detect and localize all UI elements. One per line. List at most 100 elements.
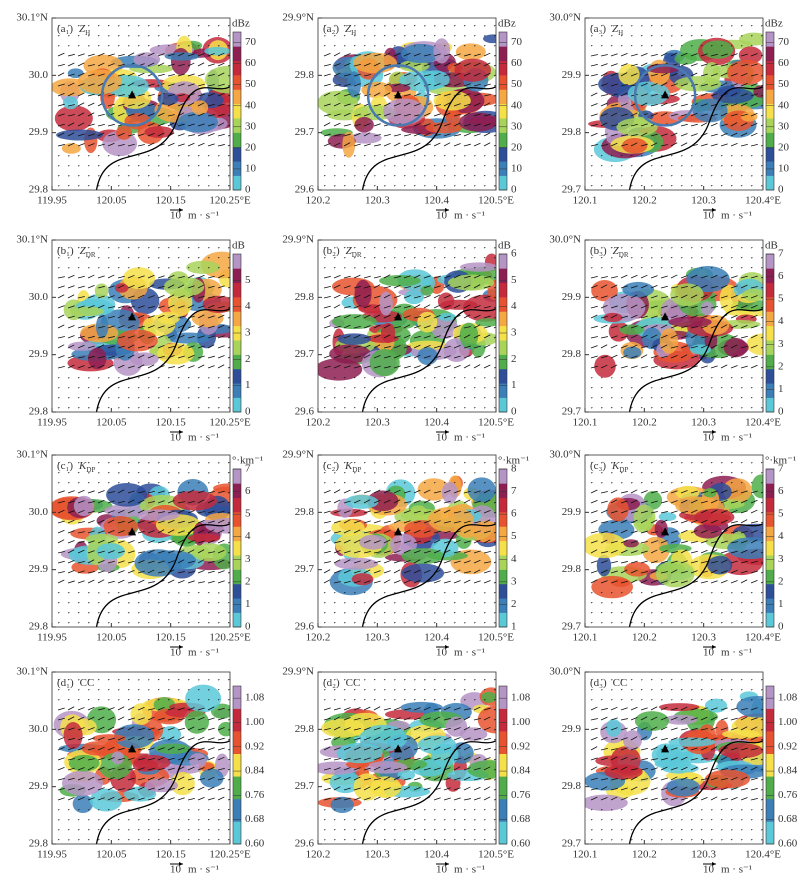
wind-arrow xyxy=(443,246,446,249)
wind-arrow xyxy=(217,612,220,614)
radar-echo xyxy=(467,477,496,503)
radar-echo xyxy=(410,505,427,516)
wind-arrow xyxy=(630,355,638,359)
wind-arrow xyxy=(760,581,763,584)
plot-frame xyxy=(51,671,231,845)
wind-arrow xyxy=(353,728,361,731)
coastline xyxy=(95,86,230,190)
wind-arrow xyxy=(670,737,678,741)
wind-arrow xyxy=(67,274,75,279)
wind-arrow xyxy=(493,85,496,87)
wind-arrow xyxy=(590,519,598,524)
wind-arrow xyxy=(650,295,658,299)
wind-arrow xyxy=(640,612,643,614)
wind-arrow xyxy=(750,102,758,107)
wind-arrow xyxy=(187,407,190,409)
colorbar-tick-label: 20 xyxy=(778,141,790,153)
wind-arrow xyxy=(167,746,175,751)
wind-arrow xyxy=(473,62,481,67)
radar-echo xyxy=(454,58,492,82)
y-tick-label: 29.9°N xyxy=(282,449,314,461)
x-tick-label: 119.95 xyxy=(37,417,67,429)
wind-arrow xyxy=(473,756,481,761)
wind-arrow xyxy=(147,267,150,269)
wind-arrow xyxy=(473,777,481,781)
wind-arrow xyxy=(610,72,618,77)
wind-arrow xyxy=(630,134,638,137)
wind-arrow xyxy=(640,143,648,147)
wind-arrow xyxy=(137,325,145,329)
wind-arrow xyxy=(207,154,210,157)
x-tick-label: 120.25°E xyxy=(209,632,251,644)
wind-arrow xyxy=(630,123,638,127)
x-tick-label: 120.2 xyxy=(632,195,657,207)
wind-arrow xyxy=(413,132,421,137)
wind-arrow xyxy=(137,364,145,369)
wind-arrow xyxy=(660,324,668,329)
wind-arrow xyxy=(383,73,391,77)
wind-arrow xyxy=(127,246,130,249)
radar-echo xyxy=(622,730,642,751)
colorbar-tick-label: 0 xyxy=(245,621,251,633)
wind-arrow xyxy=(333,601,336,604)
wind-arrow xyxy=(77,396,80,399)
wind-arrow xyxy=(630,304,638,309)
wind-scale-value: 10 xyxy=(436,864,448,876)
wind-arrow xyxy=(383,570,391,574)
wind-arrow xyxy=(443,83,451,87)
wind-arrow xyxy=(413,63,421,67)
wind-arrow xyxy=(157,540,165,544)
wind-arrow xyxy=(740,570,748,574)
wind-arrow xyxy=(363,499,371,504)
wind-arrow xyxy=(187,354,195,359)
wind-arrow xyxy=(590,592,593,594)
wind-arrow xyxy=(323,767,331,771)
wind-arrow xyxy=(77,143,85,147)
wind-arrow xyxy=(610,63,618,67)
wind-arrow xyxy=(127,175,130,177)
wind-arrow xyxy=(323,344,331,349)
wind-arrow xyxy=(107,472,110,474)
wind-arrow xyxy=(117,94,125,97)
wind-arrow xyxy=(483,689,486,691)
wind-arrow xyxy=(333,510,341,514)
wind-arrow xyxy=(137,72,145,77)
wind-arrow xyxy=(610,335,618,339)
wind-arrow xyxy=(453,155,456,157)
wind-arrow xyxy=(97,113,105,117)
wind-arrow xyxy=(383,511,391,514)
wind-arrow xyxy=(590,336,598,339)
wind-arrow xyxy=(483,72,491,77)
wind-arrow xyxy=(433,294,441,299)
wind-arrow xyxy=(227,709,230,711)
wind-arrow xyxy=(453,44,456,47)
wind-arrow xyxy=(600,396,603,399)
wind-arrow xyxy=(187,267,190,269)
wind-arrow xyxy=(620,601,623,604)
wind-arrow xyxy=(323,175,326,177)
wind-arrow xyxy=(217,688,220,691)
wind-arrow xyxy=(610,706,618,711)
wind-arrow xyxy=(610,93,618,97)
radar-echo xyxy=(144,126,174,138)
wind-arrow xyxy=(77,736,85,741)
wind-arrow xyxy=(463,716,471,721)
wind-arrow xyxy=(393,569,401,574)
wind-arrow xyxy=(97,482,100,484)
radar-field xyxy=(588,24,763,190)
wind-arrow xyxy=(127,52,135,57)
wind-arrow xyxy=(710,143,718,147)
wind-arrow xyxy=(57,132,65,137)
wind-arrow xyxy=(343,622,346,624)
wind-arrow xyxy=(227,531,230,534)
wind-arrow xyxy=(87,335,95,339)
wind-arrow xyxy=(323,103,331,107)
panel-title: (a₃) ZH xyxy=(590,23,623,37)
wind-arrow xyxy=(107,355,115,359)
wind-arrow xyxy=(207,717,215,721)
wind-arrow xyxy=(117,305,125,309)
wind-arrow xyxy=(453,274,461,279)
wind-arrow xyxy=(207,325,215,329)
wind-arrow xyxy=(720,570,728,574)
wind-arrow xyxy=(590,766,598,771)
